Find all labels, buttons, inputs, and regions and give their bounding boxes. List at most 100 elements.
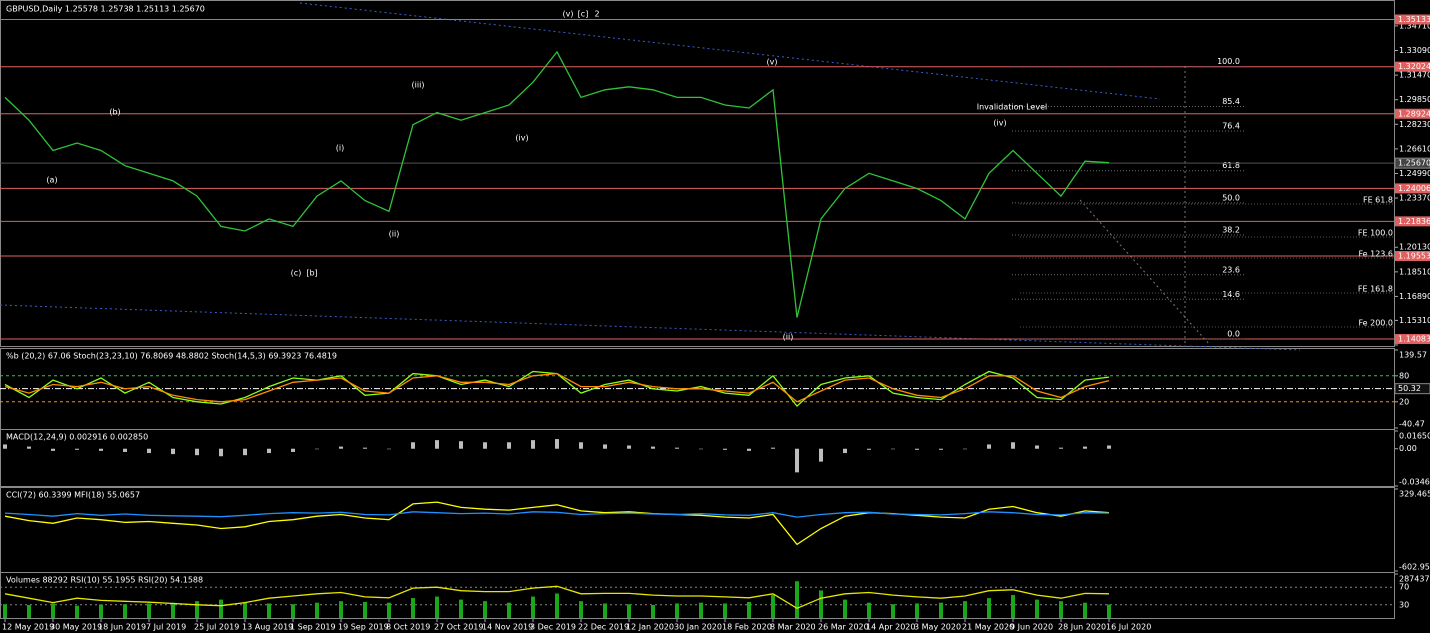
x-tick-label: 19 Sep 2019: [338, 623, 389, 632]
bar: [675, 603, 679, 618]
bar: [963, 601, 967, 618]
bar: [195, 448, 199, 456]
bar: [411, 598, 415, 618]
bar: [507, 602, 511, 618]
bar: [27, 446, 31, 449]
bar: [3, 604, 7, 618]
bar: [99, 448, 103, 451]
wave-label: (c): [291, 269, 302, 278]
pane-frame: [0, 0, 1395, 347]
x-tick-label: 12 May 2019: [2, 623, 54, 632]
bar: [891, 604, 895, 618]
x-tick-label: 16 Jul 2020: [1106, 623, 1151, 632]
wave-label: (iii): [412, 81, 425, 90]
y-tick-label: 1.20130: [1399, 243, 1430, 252]
wave-label: (iv): [993, 119, 1006, 128]
bar: [771, 447, 775, 449]
bar: [99, 604, 103, 618]
price-level-box: [1395, 183, 1430, 194]
wave-label: (iv): [515, 134, 528, 143]
y-tick-label: -40.47: [1399, 420, 1425, 429]
series-line: [4, 511, 1110, 518]
bar: [987, 598, 991, 618]
pane-title: MACD(12,24,9) 0.002916 0.002850: [6, 433, 148, 442]
wave-label: (ii): [783, 333, 794, 342]
trendline: [0, 304, 1301, 351]
pane-title: Volumes 88292 RSI(10) 55.1955 RSI(20) 54…: [6, 576, 203, 585]
bar: [627, 604, 631, 618]
y-tick-label: 139.57: [1399, 351, 1427, 360]
price-level-label: 1.32024: [1398, 62, 1430, 71]
bar: [747, 448, 751, 451]
y2-tick-label: 30: [1399, 600, 1409, 609]
bar: [603, 444, 607, 449]
x-tick-label: 30 May 2019: [50, 623, 102, 632]
trendlines: [0, 2, 1301, 351]
bar: [459, 599, 463, 618]
bar: [339, 446, 343, 449]
bar: [315, 602, 319, 618]
x-tick-label: 1 Sep 2019: [290, 623, 336, 632]
fib-label: 61.8: [1222, 161, 1240, 170]
bar: [1059, 601, 1063, 618]
fe-label: Fe 200.0: [1358, 319, 1393, 328]
bar: [51, 603, 55, 618]
x-tick-label: 8 Mar 2020: [770, 623, 816, 632]
bar: [1059, 447, 1063, 449]
bar: [243, 448, 247, 456]
x-tick-label: 13 Aug 2019: [242, 623, 293, 632]
y-tick-label: 1.29850: [1399, 95, 1430, 104]
pane-frame: [0, 429, 1395, 487]
wave-label: [c]: [578, 10, 589, 19]
fib-label: 100.0: [1217, 57, 1240, 66]
bar: [723, 448, 727, 450]
wave-label: (b): [109, 108, 120, 117]
bar: [171, 448, 175, 455]
bar: [795, 448, 799, 473]
y-tick-label: 287437: [1399, 575, 1430, 584]
current-label: 50.32: [1398, 384, 1421, 393]
bar: [891, 448, 895, 450]
price-level-box: [1395, 14, 1430, 25]
bar: [1035, 599, 1039, 618]
fe-label: FE 161.8: [1358, 285, 1393, 294]
price-level-box: [1395, 334, 1430, 345]
bar: [291, 448, 295, 452]
bar: [387, 602, 391, 618]
bar: [75, 605, 79, 618]
bar: [819, 448, 823, 462]
pane-title: %b (20,2) 67.06 Stoch(23,23,10) 76.8069 …: [6, 352, 337, 361]
price-level-label: 1.28924: [1398, 109, 1430, 118]
price-level-label: 1.21836: [1398, 217, 1430, 226]
trendline: [299, 2, 1161, 100]
y-tick-label: -602.9512: [1399, 563, 1430, 572]
bar: [267, 448, 271, 454]
price-level-label: 1.35133: [1398, 15, 1430, 24]
bar: [939, 448, 943, 450]
price-level-box: [1395, 108, 1430, 119]
bar: [1083, 602, 1087, 618]
series-line: [4, 50, 1110, 318]
wave-label: (ii): [389, 230, 400, 239]
y-tick-label: 20: [1399, 397, 1409, 406]
wave-label: (i): [336, 144, 344, 153]
bar: [1035, 445, 1039, 449]
x-tick-label: 12 Jan 2020: [626, 623, 674, 632]
bar: [651, 446, 655, 449]
pane-title: CCI(72) 60.3399 MFI(18) 55.0657: [6, 491, 140, 500]
bar: [579, 442, 583, 449]
fe-label: FE 100.0: [1358, 229, 1393, 238]
bar: [867, 448, 871, 450]
bar: [699, 448, 703, 450]
x-tick-label: 21 May 2020: [962, 623, 1014, 632]
x-tick-label: 28 Jun 2020: [1058, 623, 1106, 632]
bar: [915, 448, 919, 450]
bar: [507, 442, 511, 449]
fe-label: Fe 123.6: [1358, 250, 1393, 259]
y-tick-label: 1.26610: [1399, 144, 1430, 153]
bar: [123, 448, 127, 452]
y-tick-label: 1.34710: [1399, 21, 1430, 30]
y-tick-label: 0.016501: [1399, 432, 1430, 441]
x-tick-label: 8 Oct 2019: [386, 623, 430, 632]
